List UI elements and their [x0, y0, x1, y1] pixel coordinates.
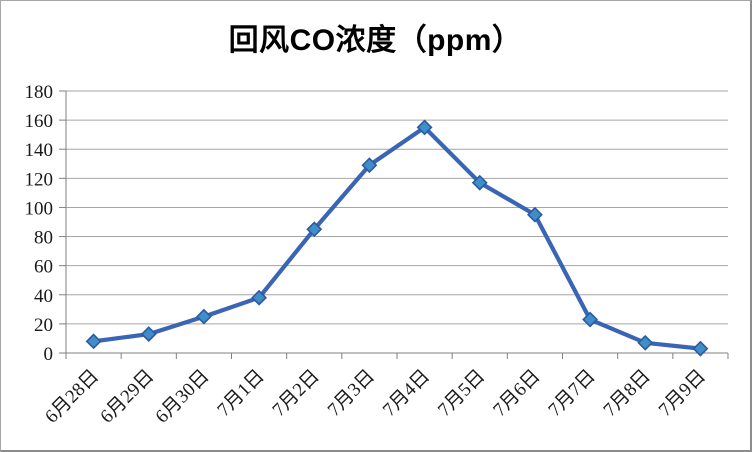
y-axis-label: 80 [34, 228, 53, 249]
y-axis-label: 120 [25, 169, 54, 190]
chart-title: 回风CO浓度（ppm） [228, 24, 523, 57]
x-axis-label: 7月6日 [489, 366, 544, 421]
x-axis-label: 7月9日 [655, 366, 710, 421]
data-point-marker [637, 334, 654, 351]
data-point-marker [526, 206, 543, 223]
series-line [91, 125, 703, 351]
x-axis-label: 7月4日 [379, 366, 434, 421]
data-point-marker [361, 157, 378, 174]
data-point-marker [140, 326, 157, 343]
data-point-marker [195, 308, 212, 325]
y-axis-label: 60 [34, 257, 53, 278]
y-axis-label: 40 [34, 286, 53, 307]
y-axis-label: 160 [25, 111, 54, 132]
data-point-marker [471, 174, 488, 191]
x-axis-label: 7月2日 [269, 366, 324, 421]
y-axis-label: 180 [25, 82, 54, 103]
x-axis-label: 7月5日 [434, 366, 489, 421]
x-axis-label: 6月29日 [96, 366, 158, 428]
data-point-marker [692, 340, 709, 357]
data-point-marker [251, 289, 268, 306]
x-axis-label: 7月3日 [324, 366, 379, 421]
x-axis-label: 6月28日 [41, 366, 103, 428]
data-point-marker [306, 221, 323, 238]
y-axis-label: 0 [44, 344, 54, 365]
x-axis-label: 7月1日 [213, 366, 268, 421]
y-axis-label: 140 [25, 140, 54, 161]
data-point-marker [582, 311, 599, 328]
data-point-marker [416, 119, 433, 136]
y-axis-label: 20 [34, 315, 53, 336]
x-axis-label: 7月8日 [600, 366, 655, 421]
y-axis-label: 100 [25, 198, 54, 219]
x-axis-label: 7月7日 [544, 366, 599, 421]
data-point-marker [85, 333, 102, 350]
x-axis-label: 6月30日 [152, 366, 214, 428]
